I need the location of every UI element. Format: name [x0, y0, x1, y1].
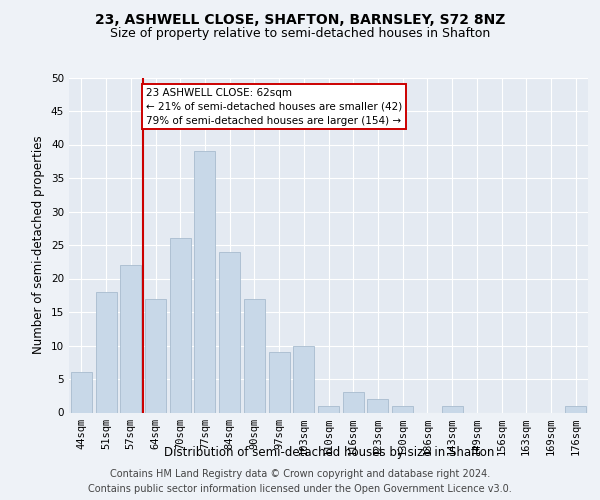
Bar: [244, 298, 265, 412]
Text: Distribution of semi-detached houses by size in Shafton: Distribution of semi-detached houses by …: [164, 446, 494, 459]
Text: 23, ASHWELL CLOSE, SHAFTON, BARNSLEY, S72 8NZ: 23, ASHWELL CLOSE, SHAFTON, BARNSLEY, S7…: [95, 12, 505, 26]
Bar: [442, 406, 463, 412]
Bar: [293, 346, 314, 412]
Bar: [343, 392, 364, 412]
Bar: [95, 292, 116, 412]
Bar: [120, 265, 141, 412]
Y-axis label: Number of semi-detached properties: Number of semi-detached properties: [32, 136, 46, 354]
Bar: [367, 399, 388, 412]
Text: Size of property relative to semi-detached houses in Shafton: Size of property relative to semi-detach…: [110, 28, 490, 40]
Bar: [219, 252, 240, 412]
Bar: [318, 406, 339, 412]
Bar: [269, 352, 290, 412]
Bar: [170, 238, 191, 412]
Bar: [565, 406, 586, 412]
Bar: [392, 406, 413, 412]
Bar: [71, 372, 92, 412]
Text: 23 ASHWELL CLOSE: 62sqm
← 21% of semi-detached houses are smaller (42)
79% of se: 23 ASHWELL CLOSE: 62sqm ← 21% of semi-de…: [146, 88, 403, 126]
Bar: [194, 151, 215, 412]
Bar: [145, 298, 166, 412]
Text: Contains HM Land Registry data © Crown copyright and database right 2024.
Contai: Contains HM Land Registry data © Crown c…: [88, 468, 512, 493]
